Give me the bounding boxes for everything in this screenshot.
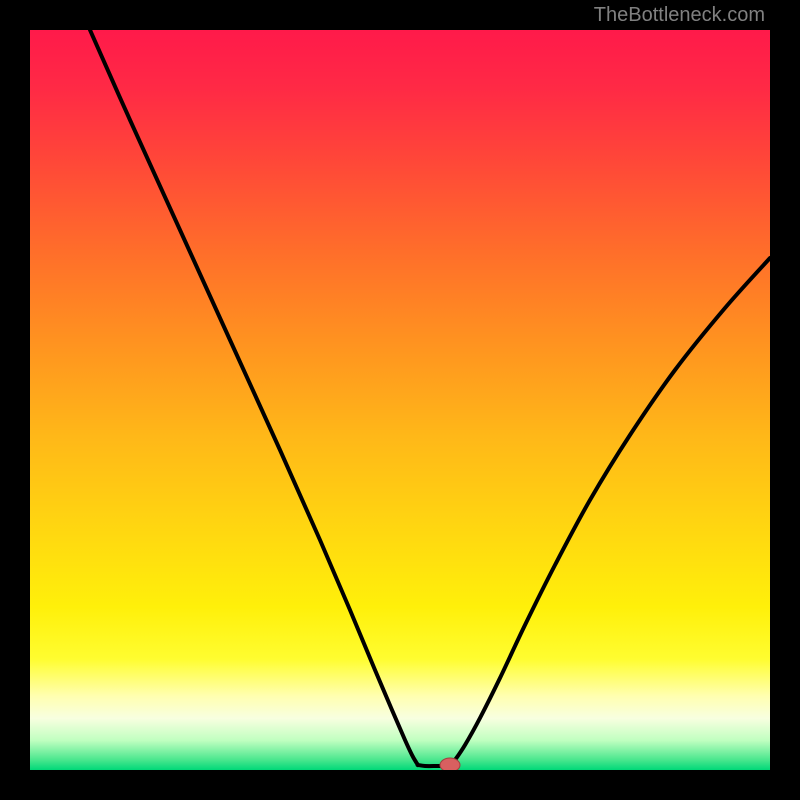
plot-area bbox=[30, 30, 770, 770]
watermark-text: TheBottleneck.com bbox=[594, 4, 765, 27]
bottleneck-curve bbox=[30, 30, 770, 770]
minimum-marker bbox=[440, 758, 460, 770]
